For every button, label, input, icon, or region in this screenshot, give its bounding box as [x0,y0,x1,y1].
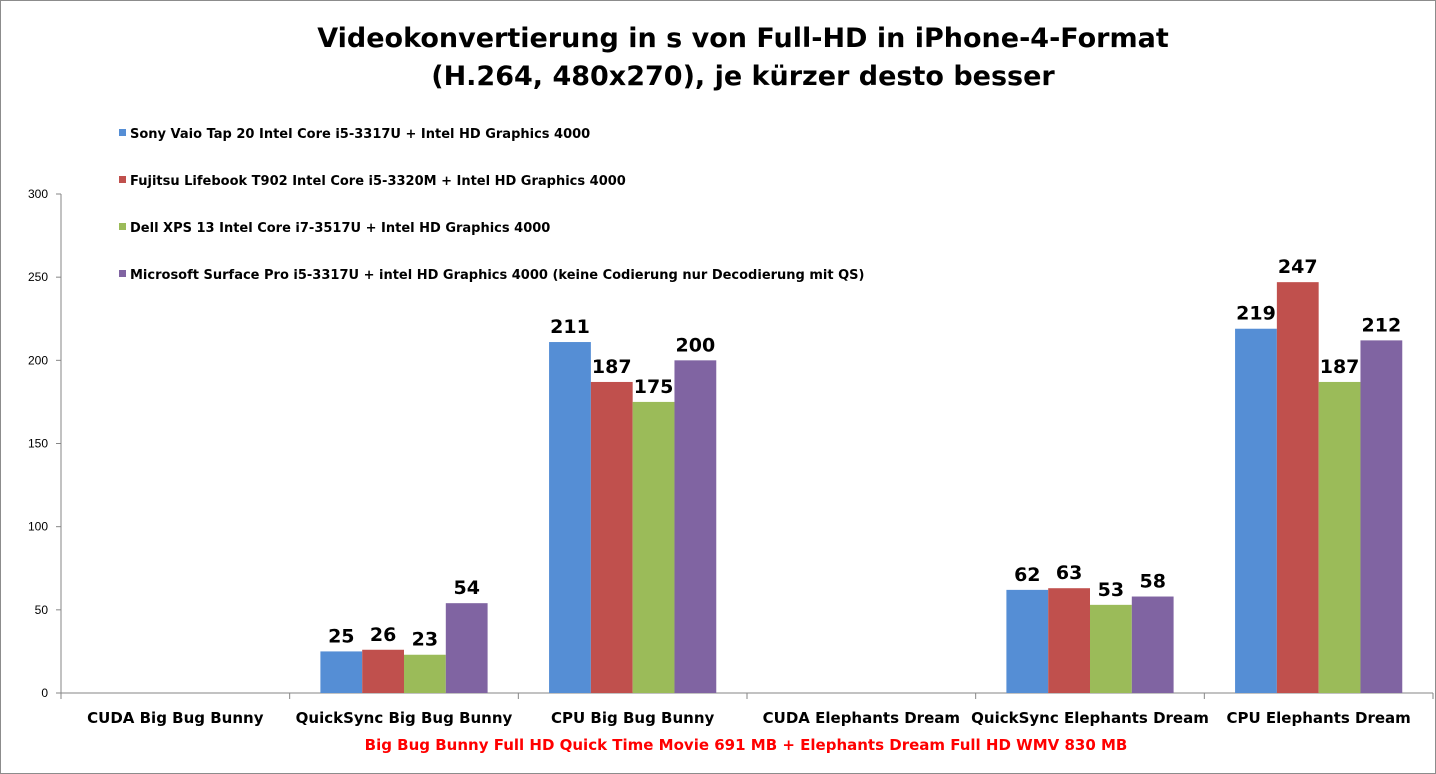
bar [1360,340,1403,693]
bar [674,360,717,693]
bar [549,342,591,693]
data-label: 26 [370,624,396,646]
data-label: 175 [634,376,674,398]
bar [320,651,363,693]
bar [445,603,488,693]
x-axis-label: Big Bug Bunny Full HD Quick Time Movie 6… [365,736,1128,754]
bar [404,654,446,693]
legend-entry: Microsoft Surface Pro i5-3317U + intel H… [130,268,865,283]
chart-subtitle: (H.264, 480x270), je kürzer desto besser [431,61,1055,92]
data-label: 25 [328,625,354,647]
data-label: 62 [1014,564,1040,586]
data-label: 212 [1362,314,1402,336]
chart-title-line-1: Videokonvertierung in s von Full-HD in i… [317,23,1169,54]
y-tick-label: 50 [35,603,49,617]
x-tick-label: CPU Big Bug Bunny [551,709,714,727]
bar [1006,589,1049,693]
bar [1090,604,1132,693]
y-tick-label: 200 [28,353,48,367]
x-tick-label: CUDA Big Bug Bunny [87,709,264,727]
x-tick-label: QuickSync Big Bug Bunny [296,709,513,727]
y-tick-label: 0 [41,686,48,700]
y-tick-label: 250 [28,270,48,284]
data-label: 200 [676,334,716,356]
x-tick-label: CPU Elephants Dream [1227,709,1411,727]
data-label: 211 [550,316,590,338]
bar [1235,328,1277,693]
y-tick-label: 150 [28,437,48,451]
legend-swatch [119,129,126,136]
legend-swatch [119,176,126,183]
data-label: 219 [1236,303,1276,325]
bar [1318,381,1361,693]
legend: Sony Vaio Tap 20 Intel Core i5-3317U + I… [119,127,865,283]
data-label: 53 [1098,579,1124,601]
x-tick-label: QuickSync Elephants Dream [971,709,1209,727]
legend-entry: Dell XPS 13 Intel Core i7-3517U + Intel … [130,221,550,236]
bar [1131,596,1174,693]
data-label: 187 [592,356,632,378]
y-tick-label: 100 [28,520,48,534]
legend-entry: Sony Vaio Tap 20 Intel Core i5-3317U + I… [130,127,590,142]
data-label: 23 [412,629,438,651]
data-label: 54 [453,577,479,599]
bar [1276,282,1319,693]
legend-swatch [119,223,126,230]
bar [632,401,675,693]
data-label: 187 [1320,356,1360,378]
chart-title: Videokonvertierung in s von Full-HD in i… [317,23,1169,92]
data-label: 58 [1139,571,1165,593]
bars [320,282,1403,693]
data-label: 247 [1278,256,1318,278]
data-label: 63 [1056,562,1082,584]
bar [1048,588,1090,693]
bar [362,649,404,693]
legend-entry: Fujitsu Lifebook T902 Intel Core i5-3320… [130,174,626,189]
axes: 0 50 100 150 200 250 300 CUDA Big Bug Bunny Quic… [28,187,1434,727]
bar [590,381,633,693]
y-tick-label: 300 [28,187,48,201]
legend-swatch [119,270,126,277]
x-tick-label: CUDA Elephants Dream [763,709,960,727]
